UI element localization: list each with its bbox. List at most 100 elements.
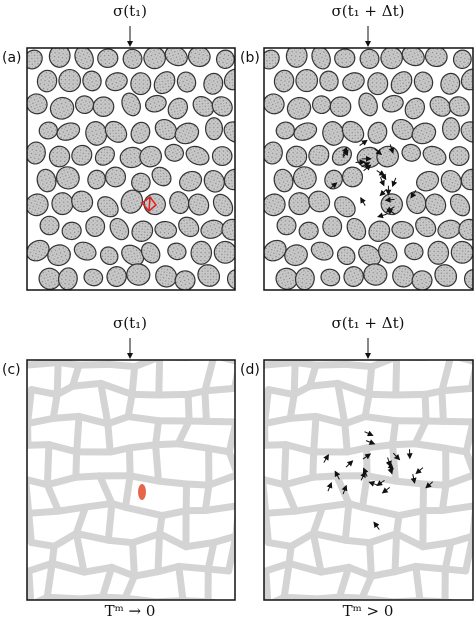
edge bbox=[280, 481, 299, 515]
edge bbox=[98, 563, 116, 600]
grain bbox=[413, 71, 434, 93]
edge bbox=[412, 562, 449, 573]
edge bbox=[152, 441, 163, 485]
grain bbox=[329, 96, 352, 117]
edge bbox=[27, 567, 35, 600]
edge bbox=[290, 360, 299, 399]
edge bbox=[264, 386, 298, 399]
edge bbox=[282, 441, 318, 456]
grain bbox=[121, 244, 145, 266]
grain bbox=[285, 48, 308, 68]
grain bbox=[164, 48, 188, 67]
grain bbox=[167, 97, 189, 120]
displacement-arrow bbox=[341, 484, 348, 495]
edge bbox=[72, 529, 112, 544]
edge bbox=[389, 441, 400, 485]
edge bbox=[309, 472, 341, 481]
edge bbox=[334, 379, 349, 428]
grain bbox=[36, 168, 57, 193]
edge bbox=[362, 441, 397, 452]
grain bbox=[178, 216, 200, 238]
edge bbox=[391, 562, 420, 576]
grain bbox=[448, 96, 470, 117]
edge bbox=[390, 597, 424, 600]
edge bbox=[43, 441, 53, 489]
top-label: σ(t₁ + Δt) bbox=[332, 314, 405, 332]
edge bbox=[280, 559, 293, 600]
grain bbox=[390, 71, 413, 95]
edge bbox=[201, 384, 235, 395]
edge bbox=[48, 559, 88, 576]
edge bbox=[312, 360, 350, 369]
grain bbox=[295, 68, 319, 93]
panel-frame bbox=[26, 359, 236, 601]
rearrangement bbox=[138, 484, 146, 500]
edge bbox=[358, 594, 396, 600]
edge bbox=[43, 593, 85, 600]
edge bbox=[155, 360, 164, 399]
edge bbox=[358, 503, 403, 520]
grain bbox=[311, 48, 331, 70]
grain bbox=[264, 49, 280, 70]
edge bbox=[129, 530, 164, 547]
displacement-arrow bbox=[368, 481, 378, 487]
edge bbox=[96, 472, 116, 508]
grain bbox=[319, 70, 339, 92]
grain bbox=[151, 166, 172, 187]
bottom-label: Tᵐ → 0 bbox=[105, 602, 156, 620]
grain bbox=[187, 48, 211, 68]
grain bbox=[434, 264, 458, 287]
grain bbox=[429, 96, 452, 117]
edge bbox=[69, 379, 105, 390]
edge bbox=[319, 500, 353, 511]
grain bbox=[449, 193, 471, 217]
grain bbox=[104, 120, 128, 143]
grain bbox=[460, 121, 473, 143]
edge bbox=[438, 360, 454, 395]
edge bbox=[314, 593, 343, 600]
grain bbox=[341, 120, 365, 143]
displacement-arrow bbox=[379, 188, 387, 197]
grain bbox=[74, 95, 95, 115]
grain bbox=[275, 121, 295, 140]
grain bbox=[185, 145, 210, 166]
edge bbox=[442, 598, 459, 600]
edge bbox=[416, 597, 449, 600]
edge bbox=[157, 360, 189, 362]
grain bbox=[139, 145, 162, 168]
grain bbox=[264, 239, 287, 262]
edge bbox=[72, 503, 90, 537]
grain bbox=[106, 266, 127, 288]
grain bbox=[74, 48, 94, 70]
grain bbox=[310, 241, 334, 261]
displacement-arrow bbox=[425, 481, 434, 489]
edge bbox=[27, 386, 35, 428]
grain bbox=[458, 218, 473, 241]
grain bbox=[334, 48, 356, 68]
edge bbox=[442, 471, 473, 489]
edge bbox=[309, 529, 325, 576]
edge bbox=[358, 472, 371, 511]
edge bbox=[264, 559, 293, 575]
displacement-arrow bbox=[373, 521, 380, 530]
grain bbox=[27, 49, 43, 70]
grain bbox=[463, 269, 473, 290]
edge bbox=[80, 563, 116, 576]
edge bbox=[280, 473, 317, 489]
panel-label: (a) bbox=[2, 50, 22, 66]
grain bbox=[450, 240, 473, 264]
edge bbox=[312, 412, 349, 428]
edge bbox=[125, 441, 160, 452]
edge bbox=[179, 597, 212, 600]
edge bbox=[201, 387, 210, 425]
panel-c bbox=[26, 359, 236, 601]
grain bbox=[71, 190, 94, 213]
grain bbox=[286, 96, 312, 120]
grain bbox=[57, 267, 78, 290]
grain bbox=[427, 240, 450, 265]
edge bbox=[153, 597, 187, 600]
edge bbox=[306, 379, 342, 390]
edge bbox=[27, 476, 51, 489]
edge bbox=[291, 503, 327, 515]
grain bbox=[404, 97, 426, 120]
